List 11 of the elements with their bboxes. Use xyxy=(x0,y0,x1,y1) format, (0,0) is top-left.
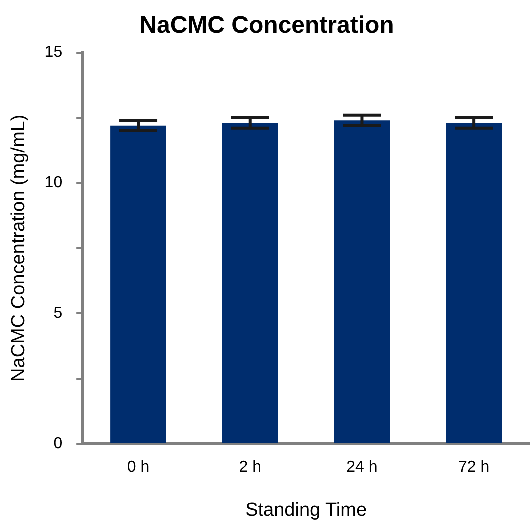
chart-title: NaCMC Concentration xyxy=(140,12,394,40)
y-axis-title: NaCMC Concentration (mg/mL) xyxy=(8,114,30,382)
y-tick-label: 10 xyxy=(44,174,63,192)
x-tick-label: 2 h xyxy=(239,459,262,476)
x-axis-title: Standing Time xyxy=(246,500,368,521)
y-tick-label: 15 xyxy=(44,44,63,62)
x-tick-label: 72 h xyxy=(458,459,490,476)
y-tick-label: 0 xyxy=(54,435,63,452)
y-tick-label: 5 xyxy=(54,305,63,322)
x-tick-label: 24 h xyxy=(346,459,378,476)
x-tick-label: 0 h xyxy=(127,459,150,476)
